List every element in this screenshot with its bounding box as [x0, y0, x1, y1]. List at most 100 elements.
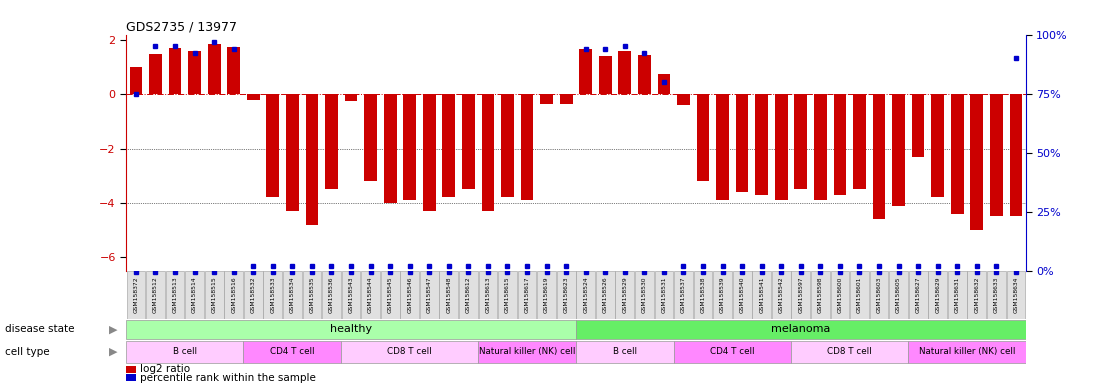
- Bar: [951, 94, 963, 214]
- Text: log2 ratio: log2 ratio: [140, 364, 191, 374]
- Text: GSM158597: GSM158597: [799, 276, 803, 313]
- Bar: [989, 94, 1003, 217]
- Text: GSM158632: GSM158632: [974, 276, 980, 313]
- Text: percentile rank within the sample: percentile rank within the sample: [140, 372, 316, 382]
- Bar: [850, 271, 869, 319]
- Bar: [576, 341, 674, 363]
- Bar: [811, 271, 829, 319]
- Bar: [908, 341, 1026, 363]
- Bar: [364, 94, 377, 181]
- Bar: [478, 271, 497, 319]
- Bar: [657, 74, 670, 94]
- Bar: [478, 341, 576, 363]
- Bar: [697, 94, 710, 181]
- Bar: [126, 320, 576, 339]
- Text: GSM158372: GSM158372: [134, 276, 138, 313]
- Bar: [794, 94, 807, 189]
- Bar: [126, 366, 136, 373]
- Bar: [538, 271, 556, 319]
- Text: disease state: disease state: [5, 324, 75, 334]
- Bar: [987, 271, 1006, 319]
- Bar: [1007, 271, 1026, 319]
- Bar: [423, 94, 436, 211]
- Bar: [459, 271, 478, 319]
- Text: GSM158634: GSM158634: [1014, 276, 1018, 313]
- Bar: [753, 271, 771, 319]
- Bar: [540, 94, 553, 104]
- Bar: [674, 271, 693, 319]
- Text: GSM158537: GSM158537: [681, 276, 686, 313]
- Bar: [908, 271, 928, 319]
- Bar: [756, 94, 768, 195]
- Bar: [283, 271, 302, 319]
- Text: GSM158619: GSM158619: [544, 276, 550, 313]
- Text: CD4 T cell: CD4 T cell: [710, 348, 755, 356]
- Bar: [325, 94, 338, 189]
- Text: GSM158629: GSM158629: [936, 276, 940, 313]
- Bar: [736, 94, 748, 192]
- Bar: [576, 271, 595, 319]
- Text: GSM158524: GSM158524: [584, 276, 588, 313]
- Text: GSM158617: GSM158617: [524, 276, 530, 313]
- Bar: [596, 271, 614, 319]
- Bar: [263, 271, 282, 319]
- Bar: [599, 56, 612, 94]
- Text: B cell: B cell: [613, 348, 637, 356]
- Bar: [341, 341, 478, 363]
- Bar: [185, 271, 204, 319]
- Bar: [384, 94, 396, 203]
- Bar: [323, 271, 341, 319]
- Bar: [579, 50, 592, 94]
- Text: GSM158613: GSM158613: [486, 276, 490, 313]
- Text: GSM158533: GSM158533: [270, 276, 275, 313]
- Bar: [931, 94, 945, 197]
- Bar: [635, 271, 654, 319]
- Text: GSM158540: GSM158540: [739, 276, 745, 313]
- Bar: [166, 271, 184, 319]
- Text: GSM158623: GSM158623: [564, 276, 568, 313]
- Bar: [971, 94, 983, 230]
- Bar: [576, 320, 1026, 339]
- Text: GSM158546: GSM158546: [407, 276, 412, 313]
- Text: GSM158536: GSM158536: [329, 276, 333, 313]
- Bar: [733, 271, 751, 319]
- Text: GSM158627: GSM158627: [916, 276, 920, 313]
- Text: CD4 T cell: CD4 T cell: [270, 348, 315, 356]
- Text: GSM158544: GSM158544: [369, 276, 373, 313]
- Text: GSM158548: GSM158548: [446, 276, 451, 313]
- Text: CD8 T cell: CD8 T cell: [827, 348, 872, 356]
- Text: GSM158532: GSM158532: [251, 276, 256, 313]
- Text: GSM158514: GSM158514: [192, 276, 197, 313]
- Text: ▶: ▶: [109, 347, 117, 357]
- Text: GSM158526: GSM158526: [602, 276, 608, 313]
- Bar: [890, 271, 908, 319]
- Bar: [227, 47, 240, 94]
- Text: GSM158547: GSM158547: [427, 276, 432, 313]
- Text: Natural killer (NK) cell: Natural killer (NK) cell: [919, 348, 1015, 356]
- Bar: [361, 271, 380, 319]
- Bar: [693, 271, 712, 319]
- Text: ▶: ▶: [109, 324, 117, 334]
- Text: CD8 T cell: CD8 T cell: [387, 348, 432, 356]
- Text: GSM158529: GSM158529: [622, 276, 627, 313]
- Bar: [791, 341, 908, 363]
- Bar: [146, 271, 165, 319]
- Bar: [557, 271, 576, 319]
- Bar: [501, 94, 513, 197]
- Text: GSM158633: GSM158633: [994, 276, 999, 313]
- Text: GSM158541: GSM158541: [759, 276, 765, 313]
- Bar: [247, 94, 260, 100]
- Bar: [189, 51, 201, 94]
- Text: Natural killer (NK) cell: Natural killer (NK) cell: [479, 348, 575, 356]
- Text: GSM158600: GSM158600: [837, 276, 842, 313]
- Bar: [303, 271, 321, 319]
- Bar: [129, 67, 143, 94]
- Bar: [244, 341, 341, 363]
- Bar: [169, 48, 181, 94]
- Text: GSM158601: GSM158601: [857, 276, 862, 313]
- Bar: [244, 271, 262, 319]
- Bar: [559, 94, 573, 104]
- Text: GSM158539: GSM158539: [720, 276, 725, 313]
- Bar: [126, 271, 145, 319]
- Text: GSM158603: GSM158603: [877, 276, 882, 313]
